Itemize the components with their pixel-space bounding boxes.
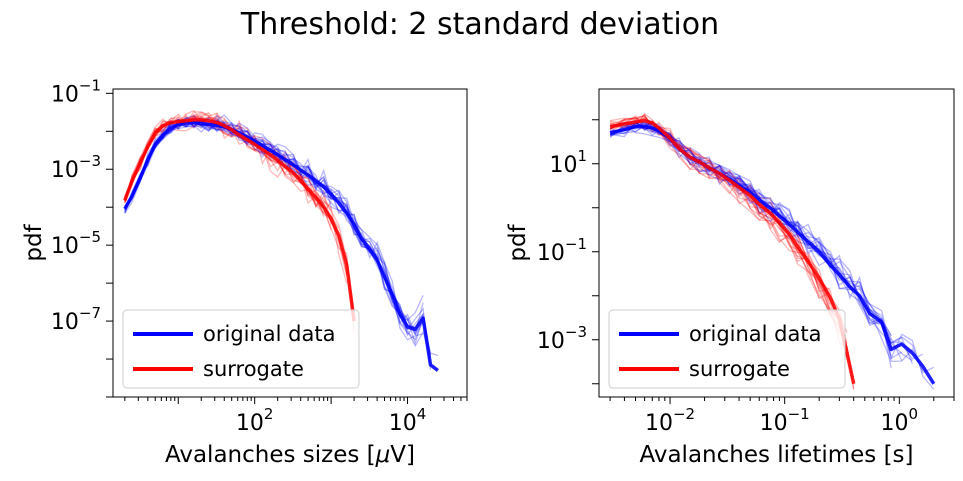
y-tick-label: 10−5 [51,228,101,259]
y-tick-label: 10−7 [51,304,101,335]
x-tick-label: 102 [236,405,274,436]
legend-label-surrogate: surrogate [203,357,304,381]
trial-line [609,121,892,337]
avalanche-sizes-axes-frame [112,88,468,398]
trial-line [124,116,432,370]
trial-line [609,118,831,293]
trial-line [124,112,355,333]
trial-line [609,117,840,319]
figure-suptitle: Threshold: 2 standard deviation [240,7,719,42]
y-tick-label: 10−1 [51,76,101,107]
avalanche-lifetimes-x-axis-label: Avalanches lifetimes [s] [639,442,913,468]
avalanche-sizes-legend: original data surrogate [122,309,360,389]
surrogate-series-line [123,118,356,322]
y-tick-label: 10−3 [51,152,101,183]
trial-line [609,117,831,305]
avalanche-lifetimes-y-axis-label: pdf [505,223,531,261]
trial-line [609,117,840,313]
trial-line [124,115,355,314]
avalanche-sizes-x-axis-label: Avalanches sizes [μV] [165,442,415,468]
trial-line [610,116,840,320]
avalanche-lifetimes-ticks: 10−2 10−1 100 101 10−1 10−3 [537,119,955,436]
avalanche-lifetimes-panel: 10−2 10−1 100 101 10−1 10−3 Avalanches lifeti… [505,88,955,468]
y-tick-label: 101 [549,147,587,178]
avalanche-sizes-main-series [123,118,439,372]
x-tick-label: 100 [881,405,919,436]
trial-line [609,122,892,341]
trial-line [610,119,902,344]
original-data-series-line [123,120,439,372]
avalanche-lifetimes-legend: original data surrogate [608,309,846,389]
legend-label-original: original data [689,322,821,346]
trial-line [609,114,848,333]
avalanche-lifetimes-main-series [609,118,936,385]
trial-line [610,120,892,336]
trial-line [609,114,831,300]
trial-line [609,121,831,318]
x-tick-label: 104 [389,405,427,436]
x-tick-label: 10−2 [645,405,695,436]
avalanche-sizes-panel: 102 104 10−1 10−3 10−5 10−7 Avalanches sizes … [21,76,468,468]
avalanche-sizes-y-axis-label: pdf [21,223,47,261]
trial-line [610,112,820,290]
y-tick-label: 10−3 [537,323,587,354]
surrogate-series-line [609,118,856,385]
avalanche-lifetimes-axes-frame [598,88,955,398]
legend-label-surrogate: surrogate [689,357,790,381]
y-tick-label: 10−1 [537,235,587,266]
legend-label-original: original data [203,322,335,346]
trial-line [124,112,355,322]
avalanche-sizes-ticks: 102 104 10−1 10−3 10−5 10−7 [51,76,468,436]
x-tick-label: 10−1 [760,405,810,436]
